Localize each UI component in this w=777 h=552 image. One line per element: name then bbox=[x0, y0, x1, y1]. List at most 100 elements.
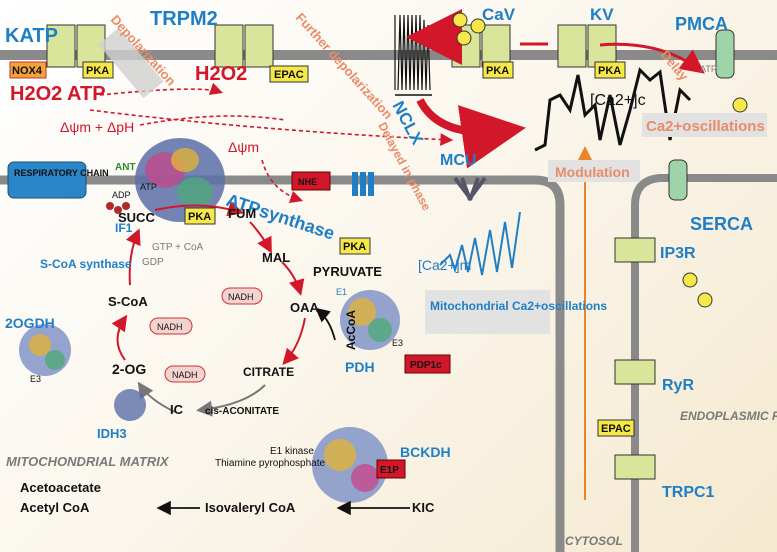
ca-c-label: [Ca2+]c bbox=[590, 92, 646, 109]
mal-oaa-arrow bbox=[281, 261, 305, 296]
epac-box-1 bbox=[269, 65, 309, 83]
psi-dashed-arrow bbox=[139, 115, 286, 126]
pdh-e3-label: E3 bbox=[392, 338, 403, 348]
mito-matrix-label: MITOCHONDRIAL MATRIX bbox=[6, 454, 170, 469]
ca-osc-label: Ca2+oscillations bbox=[646, 118, 765, 135]
ca-influx-arrow bbox=[416, 98, 526, 169]
acetyl-coa-label: Acetyl CoA bbox=[20, 500, 90, 515]
ca-m-label: [Ca2+]m bbox=[418, 257, 471, 273]
nadh-label-2: NADH bbox=[157, 322, 183, 332]
mito-ca-osc-label: Mitochondrial Ca2+oscillations bbox=[430, 299, 607, 313]
mcu-label: MCU bbox=[440, 152, 476, 169]
acetoacetate-label: Acetoacetate bbox=[20, 480, 101, 495]
ant-label: ANT bbox=[115, 162, 136, 173]
ca-cytosol-trace bbox=[534, 67, 692, 152]
bckdh-complex bbox=[312, 427, 388, 503]
trpc1-channel bbox=[614, 454, 656, 480]
pyruvate-label: PYRUVATE bbox=[313, 264, 382, 279]
mitochondrial-membrane bbox=[0, 175, 565, 552]
ip3r-label: IP3R bbox=[660, 245, 696, 262]
atp-pmca-label: ATP bbox=[700, 64, 717, 74]
isovaleryl-coa-label: Isovaleryl CoA bbox=[205, 500, 296, 515]
nadh-label-1: NADH bbox=[228, 292, 254, 302]
pdp1c-label: PDP1c bbox=[410, 360, 442, 371]
ogdh-complex bbox=[19, 324, 71, 376]
pdh-e1-label: E1 bbox=[336, 287, 347, 297]
respiratory-chain-box bbox=[7, 161, 87, 199]
cytosol-label: CYTOSOL bbox=[565, 534, 623, 548]
citrate-ic-arrow bbox=[196, 384, 266, 417]
ip3r-channel bbox=[614, 237, 656, 263]
pka-label-1: PKA bbox=[86, 65, 109, 77]
ryr-channel bbox=[614, 359, 656, 385]
succ-fum-arrow bbox=[154, 200, 244, 217]
modulation-banner bbox=[548, 160, 640, 182]
bckdh-label: BCKDH bbox=[400, 444, 451, 460]
mal-label: MAL bbox=[262, 250, 290, 265]
kv-channel bbox=[557, 24, 617, 68]
pka-box-2 bbox=[482, 61, 514, 79]
epac-box-2 bbox=[597, 419, 635, 437]
atp-dashed-arrow bbox=[99, 82, 224, 96]
nclx-bar-1 bbox=[352, 172, 358, 196]
plasma-membrane bbox=[0, 50, 777, 60]
pka-box-3 bbox=[594, 61, 626, 79]
cis-aconitate-label: cis-ACONITATE bbox=[205, 406, 279, 417]
ic-label: IC bbox=[170, 402, 184, 417]
trpc1-label: TRPC1 bbox=[662, 484, 715, 501]
fum-mal-arrow bbox=[249, 221, 272, 254]
epac-label-2: EPAC bbox=[601, 423, 631, 435]
ic-2og-arrow bbox=[137, 381, 176, 413]
nclx-bar-3 bbox=[368, 172, 374, 196]
e1-kinase-label: E1 kinase bbox=[270, 446, 314, 457]
delta-psi-ph-label: Δψm + ΔpH bbox=[60, 119, 134, 135]
adp-label: ADP bbox=[112, 190, 131, 200]
atp-synthase-structure bbox=[135, 138, 225, 222]
mito-ca-osc-banner bbox=[425, 290, 550, 334]
epac-label-1: EPAC bbox=[274, 69, 304, 81]
delay-arrow bbox=[599, 42, 705, 74]
er-membrane bbox=[631, 174, 777, 552]
nadh-pill-1 bbox=[221, 287, 263, 305]
respiratory-chain-label: RESPIRATORY CHAIN bbox=[14, 168, 109, 178]
h2o2-dashed-arrow bbox=[89, 109, 454, 146]
2og-scoa-arrow bbox=[111, 314, 128, 361]
h2o2-label: H2O2 bbox=[195, 63, 247, 85]
thiamine-label: Thiamine pyrophosphate bbox=[215, 458, 326, 469]
katp-label: KATP bbox=[5, 25, 58, 47]
nox4-box bbox=[9, 61, 47, 79]
idh3-complex bbox=[114, 389, 146, 421]
idh3-label: IDH3 bbox=[97, 426, 127, 441]
kic-label: KIC bbox=[412, 500, 435, 515]
scoa-synthase-label: S-CoA synthase bbox=[40, 257, 132, 271]
pka-label-2: PKA bbox=[486, 65, 509, 77]
accoa-label: AcCoA bbox=[344, 310, 358, 350]
er-label: ENDOPLASMIC RETICULUM bbox=[680, 409, 777, 423]
serca-pump bbox=[668, 159, 688, 201]
pka-box-4 bbox=[184, 207, 216, 225]
trpm2-channel bbox=[214, 24, 274, 68]
pka-box-1 bbox=[82, 61, 114, 79]
nhe-box bbox=[291, 171, 331, 191]
serca-label: SERCA bbox=[690, 214, 753, 234]
pka-box-5 bbox=[339, 237, 371, 255]
pmca-label: PMCA bbox=[675, 14, 728, 34]
ca-ion-cluster bbox=[452, 12, 748, 308]
pka-label-3: PKA bbox=[598, 65, 621, 77]
ca-mito-trace bbox=[439, 211, 521, 276]
nox4-label: NOX4 bbox=[12, 65, 43, 77]
nhe-label: NHE bbox=[298, 177, 317, 187]
pmca-pump bbox=[715, 29, 735, 79]
citrate-label: CITRATE bbox=[243, 365, 294, 379]
atp-mito-label: ATP bbox=[140, 182, 157, 192]
delta-psi-label: Δψm bbox=[228, 139, 259, 155]
nclx-bar-2 bbox=[360, 172, 366, 196]
succ-label: SUCC bbox=[118, 210, 155, 225]
oaa-citrate-arrow bbox=[282, 317, 306, 366]
e1p-box bbox=[376, 459, 406, 479]
ogdh-label: 2OGDH bbox=[5, 315, 55, 331]
fum-label: FUM bbox=[228, 206, 256, 221]
accoa-arrow bbox=[315, 307, 336, 341]
